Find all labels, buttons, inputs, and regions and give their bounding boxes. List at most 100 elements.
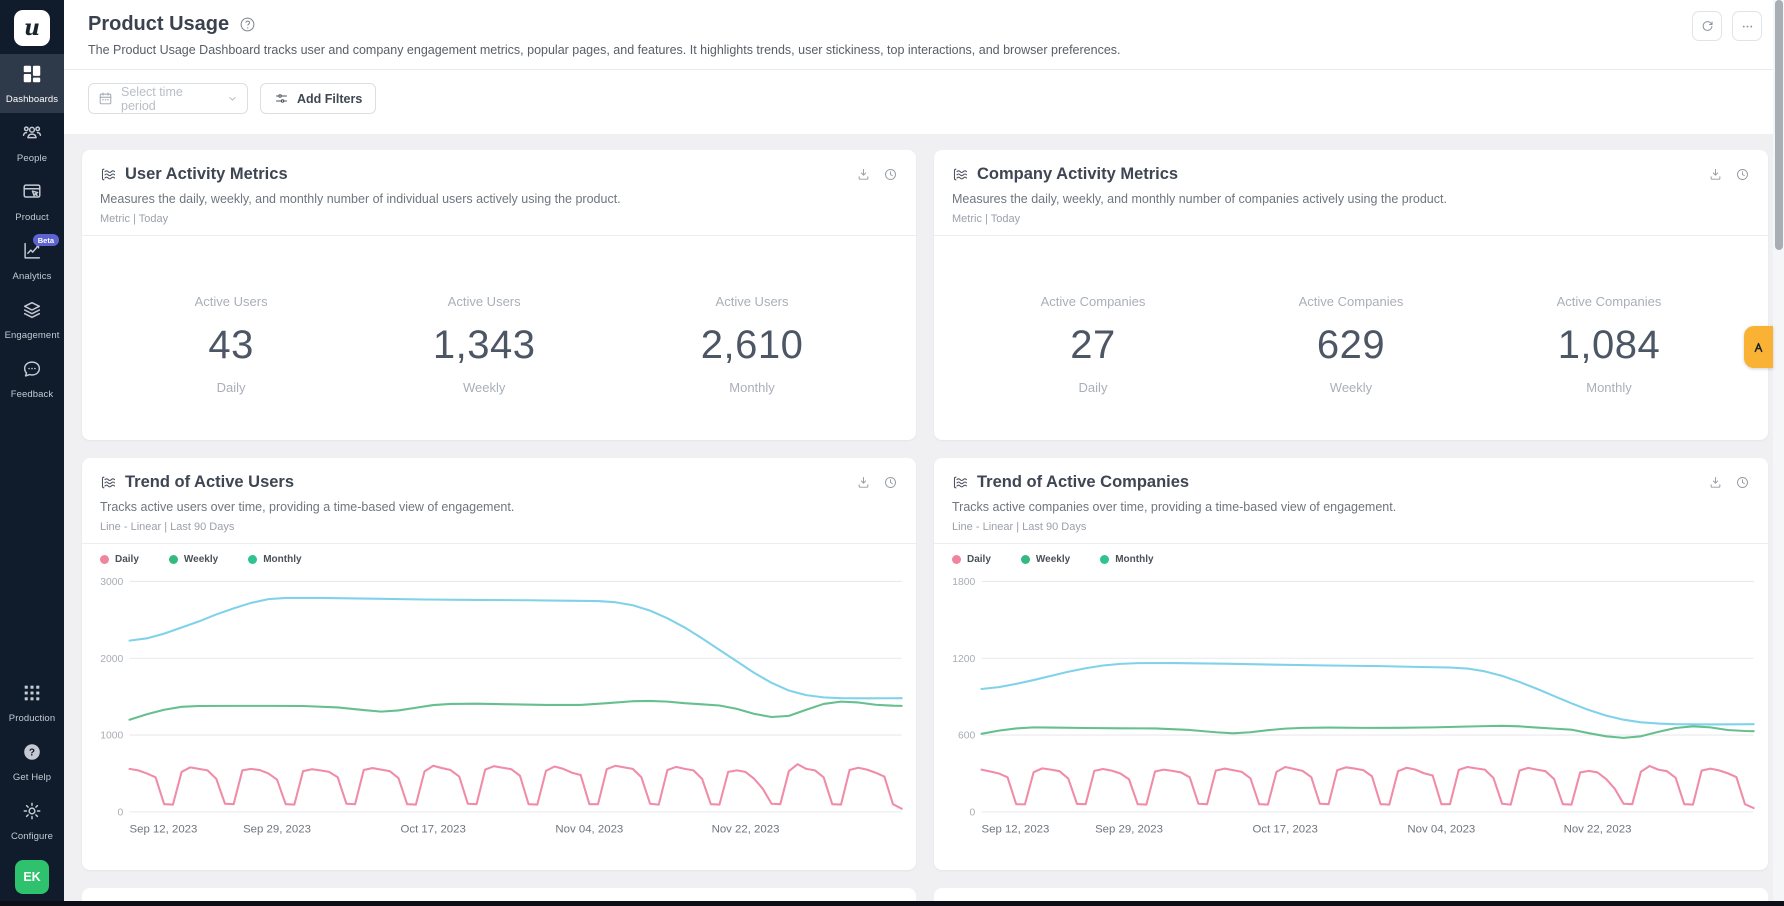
sidebar-item-configure[interactable]: Configure — [0, 791, 64, 850]
metric-period: Daily — [1078, 380, 1108, 395]
legend-dot-daily — [100, 555, 109, 564]
page-title: Product Usage — [88, 13, 230, 35]
clock-icon[interactable] — [883, 475, 898, 490]
metric-value: 1,343 — [432, 323, 536, 367]
download-icon[interactable] — [1708, 475, 1723, 490]
page-description: The Product Usage Dashboard tracks user … — [88, 43, 1121, 57]
svg-text:Nov 22, 2023: Nov 22, 2023 — [712, 824, 780, 836]
download-icon[interactable] — [856, 475, 871, 490]
svg-text:3000: 3000 — [100, 577, 123, 588]
svg-text:1200: 1200 — [952, 654, 975, 665]
svg-text:1000: 1000 — [100, 731, 123, 742]
widget-side-tab[interactable] — [1744, 326, 1773, 368]
chevron-down-icon — [229, 97, 236, 101]
avatar[interactable]: EK — [15, 860, 49, 894]
sidebar-item-label: People — [16, 153, 48, 164]
sidebar-item-engagement[interactable]: Engagement — [0, 290, 64, 349]
legend-label: Weekly — [183, 554, 219, 565]
download-icon[interactable] — [1708, 167, 1723, 182]
svg-text:2000: 2000 — [100, 654, 123, 665]
next-card-partial — [934, 888, 1768, 904]
legend-item-monthly[interactable]: Monthly — [1100, 554, 1154, 565]
sidebar-item-people[interactable]: People — [0, 113, 64, 172]
sidebar-item-label: Production — [8, 713, 56, 724]
legend-item-weekly[interactable]: Weekly — [168, 554, 219, 565]
svg-text:Sep 29, 2023: Sep 29, 2023 — [243, 824, 311, 836]
help-icon[interactable] — [239, 16, 256, 33]
more-options-button[interactable] — [1732, 11, 1762, 41]
card-title: Trend of Active Companies — [977, 473, 1190, 491]
svg-text:0: 0 — [970, 807, 976, 818]
analytics-chart-icon: Beta — [21, 234, 59, 267]
sidebar-item-feedback[interactable]: Feedback — [0, 349, 64, 408]
legend-dot-monthly — [248, 555, 258, 564]
add-filters-label: Add Filters — [297, 91, 363, 106]
card-meta: Line - Linear | Last 90 Days — [952, 521, 1087, 533]
metric-value: 2,610 — [700, 323, 804, 367]
time-period-select[interactable]: Select time period — [88, 83, 248, 114]
sidebar-item-analytics[interactable]: Beta Analytics — [0, 231, 64, 290]
sidebar-item-label: Feedback — [10, 389, 54, 400]
svg-text:0: 0 — [118, 807, 124, 818]
card-company-activity-metrics: Company Activity Metrics Measures the da… — [934, 150, 1768, 440]
sidebar-item-label: Configure — [10, 831, 54, 842]
legend-item-daily[interactable]: Daily — [952, 554, 991, 565]
metric-label: Active Companies — [1040, 294, 1146, 309]
users-trend-chart: 0 1000 2000 3000 Sep 12, 2023 Sep 29, 2023 Oct… — [100, 577, 903, 836]
card-description: Measures the daily, weekly, and monthly … — [952, 192, 1447, 206]
sidebar-item-product[interactable]: Product — [0, 172, 64, 231]
metric-monthly-active-companies: Active Companies 1,084 Monthly — [1557, 294, 1662, 395]
svg-text:Sep 12, 2023: Sep 12, 2023 — [130, 824, 198, 836]
app-logo[interactable]: u — [14, 10, 50, 46]
clock-icon[interactable] — [1735, 167, 1750, 182]
legend-item-daily[interactable]: Daily — [100, 554, 139, 565]
sidebar: u Dashboards People Product Beta Analyti… — [0, 0, 64, 906]
card-title: Company Activity Metrics — [977, 165, 1179, 183]
sidebar-item-label: Analytics — [12, 271, 52, 282]
scrollbar-thumb[interactable] — [1774, 0, 1783, 250]
metric-value: 629 — [1316, 323, 1386, 367]
sidebar-item-production[interactable]: Production — [0, 673, 64, 732]
sidebar-item-dashboards[interactable]: Dashboards — [0, 54, 64, 113]
chart-legend: Daily Weekly Monthly — [934, 544, 1768, 567]
scrollbar-track[interactable] — [1773, 0, 1784, 906]
legend-item-weekly[interactable]: Weekly — [1020, 554, 1070, 565]
legend-item-monthly[interactable]: Monthly — [248, 554, 302, 565]
card-meta: Line - Linear | Last 90 Days — [100, 521, 235, 533]
gear-icon — [21, 800, 43, 827]
metric-label: Active Companies — [1556, 294, 1662, 309]
legend-dot-weekly — [168, 555, 178, 564]
download-icon[interactable] — [856, 167, 871, 182]
card-description: Tracks active companies over time, provi… — [952, 500, 1397, 514]
layers-icon — [21, 299, 43, 326]
dashboard-content: User Activity Metrics Measures the daily… — [64, 134, 1784, 906]
next-card-partial — [82, 888, 916, 904]
legend-label: Monthly — [1115, 554, 1154, 565]
refresh-button[interactable] — [1692, 11, 1722, 41]
card-description: Measures the daily, weekly, and monthly … — [100, 192, 621, 206]
card-trend-active-companies: Trend of Active Companies Tracks active … — [934, 458, 1768, 870]
svg-text:1800: 1800 — [952, 577, 975, 588]
page-header: Product Usage The Product Usage Dashboar… — [64, 0, 1784, 70]
legend-label: Daily — [115, 554, 139, 565]
ellipsis-icon — [1742, 25, 1752, 27]
clock-icon[interactable] — [883, 167, 898, 182]
svg-text:?: ? — [29, 748, 35, 759]
metric-label: Active Companies — [1298, 294, 1404, 309]
legend-label: Daily — [967, 554, 991, 565]
legend-label: Monthly — [263, 554, 302, 565]
speech-bubble-icon — [21, 358, 43, 385]
metric-period: Daily — [216, 380, 246, 395]
sidebar-item-get-help[interactable]: ? Get Help — [0, 732, 64, 791]
card-title: Trend of Active Users — [125, 473, 295, 491]
legend-dot-monthly — [1100, 555, 1110, 564]
chart-legend: Daily Weekly Monthly — [82, 544, 916, 567]
metric-value: 1,084 — [1557, 323, 1661, 367]
clock-icon[interactable] — [1735, 475, 1750, 490]
card-description: Tracks active users over time, providing… — [100, 500, 515, 514]
time-period-placeholder: Select time period — [121, 84, 183, 113]
add-filters-button[interactable]: Add Filters — [260, 83, 377, 114]
refresh-icon — [1702, 20, 1713, 31]
metric-label: Active Users — [194, 294, 268, 309]
main-area: Product Usage The Product Usage Dashboar… — [64, 0, 1784, 906]
